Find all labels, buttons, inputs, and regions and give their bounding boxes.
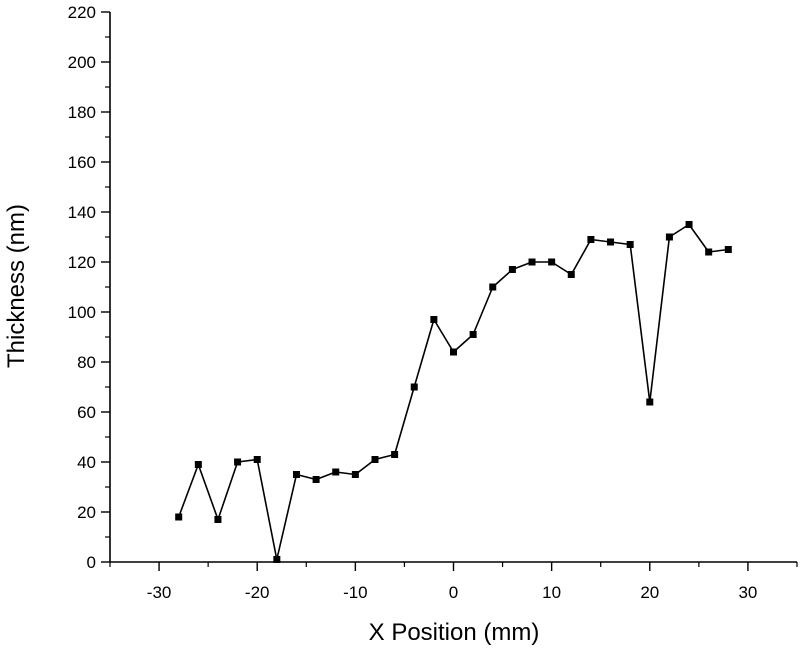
data-point — [489, 283, 497, 291]
data-point — [469, 331, 477, 338]
data-point — [665, 233, 673, 241]
data-point — [273, 556, 281, 563]
data-point — [332, 468, 340, 476]
data-point — [292, 471, 300, 478]
y-tick-label: 100 — [68, 303, 96, 322]
data-point — [430, 316, 438, 323]
data-point — [253, 456, 261, 463]
y-tick-label: 80 — [77, 353, 96, 372]
data-point — [410, 383, 418, 391]
y-tick-label: 20 — [77, 503, 96, 522]
y-tick-label: 0 — [87, 553, 96, 572]
plot-area: 0 20 40 60 80 100 120 140 160 180 200 220 -30 -20 -10 0… — [68, 3, 798, 602]
data-point — [214, 516, 222, 523]
x-tick-label: 10 — [542, 583, 561, 602]
y-tick-label: 200 — [68, 53, 96, 72]
y-tick-label: 160 — [68, 153, 96, 172]
data-point — [528, 258, 536, 266]
data-point — [607, 238, 615, 246]
data-point — [508, 266, 516, 273]
y-tick-label: 120 — [68, 253, 96, 272]
x-tick-label: 20 — [640, 583, 659, 602]
data-point — [351, 471, 359, 478]
data-point — [175, 513, 183, 521]
data-point — [194, 461, 202, 468]
y-tick-label: 40 — [77, 453, 96, 472]
y-tick-label: 140 — [68, 203, 96, 222]
y-tick-label: 220 — [68, 3, 96, 22]
y-tick-label: 60 — [77, 403, 96, 422]
data-point — [587, 236, 595, 243]
x-tick-label: -30 — [147, 583, 172, 602]
y-tick-label: 180 — [68, 103, 96, 122]
data-point — [646, 398, 654, 406]
x-tick-label: 0 — [449, 583, 458, 602]
data-point — [391, 451, 399, 458]
y-axis-title: Thickness (nm) — [3, 204, 30, 368]
x-axis-title: X Position (mm) — [369, 619, 540, 646]
data-point — [705, 248, 713, 256]
data-point — [548, 258, 556, 266]
series-line — [177, 223, 729, 561]
data-point — [685, 221, 693, 228]
data-point — [724, 246, 732, 253]
data-point — [312, 476, 320, 483]
data-point — [626, 241, 634, 248]
data-point — [371, 456, 379, 463]
x-tick-label: -20 — [245, 583, 270, 602]
data-point — [234, 458, 242, 466]
data-point — [450, 348, 457, 356]
x-tick-label: 30 — [738, 583, 757, 602]
x-tick-label: -10 — [343, 583, 368, 602]
data-point — [567, 271, 575, 278]
